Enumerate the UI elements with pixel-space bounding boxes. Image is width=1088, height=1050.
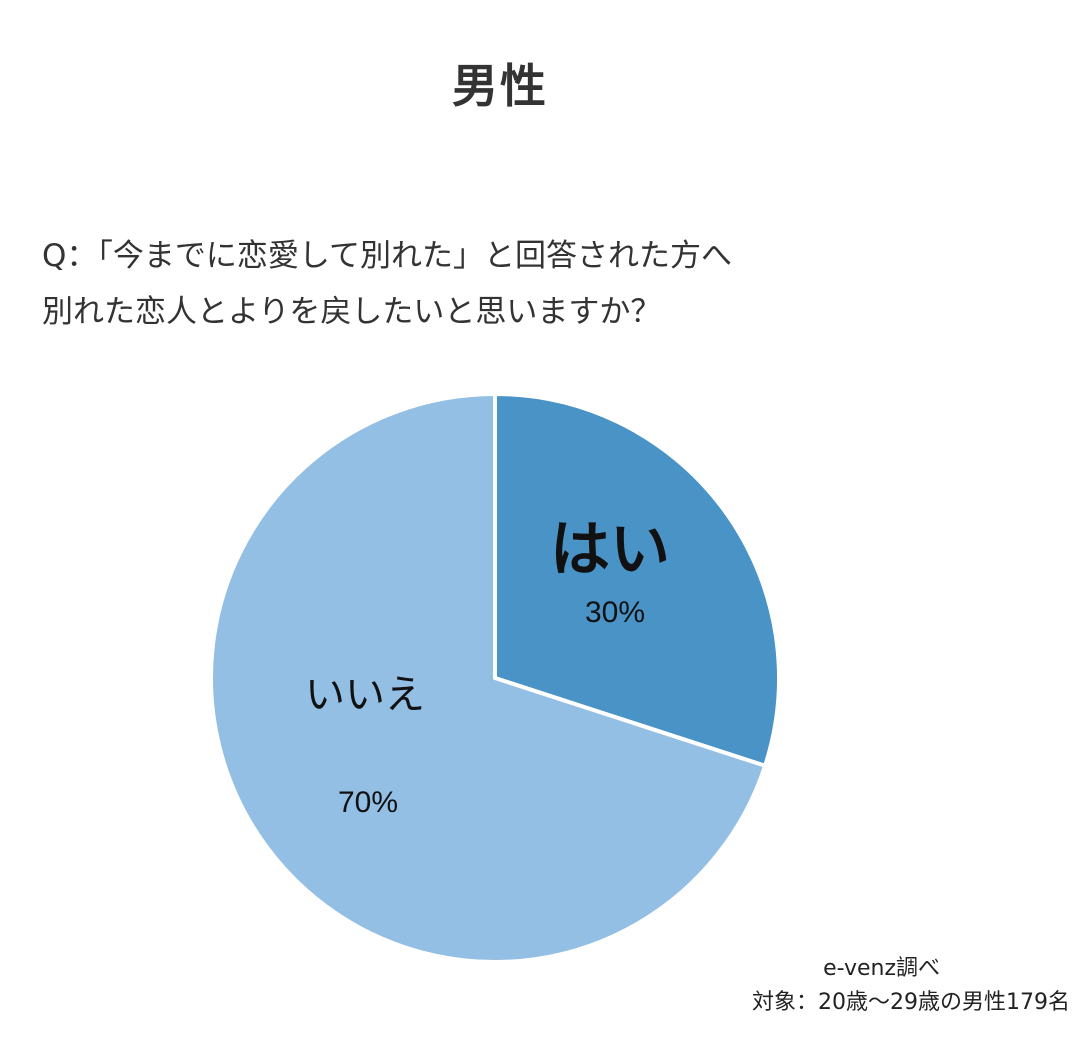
pie-slice-no — [209, 392, 768, 964]
question-text: Q：「今までに恋愛して別れた」と回答された方へ 別れた恋人とよりを戻したいと思い… — [42, 228, 1042, 340]
slice-label-no: いいえ — [305, 672, 425, 718]
credit: e-venz調べ 対象：20歳〜29歳の男性179名 — [752, 952, 1070, 1020]
chart-title: 男性 — [452, 59, 548, 113]
slice-percent-no: 70% — [338, 786, 398, 819]
question-line-2: 別れた恋人とよりを戻したいと思いますか？ — [42, 294, 662, 330]
slice-label-yes: はい — [550, 515, 670, 585]
slice-percent-yes: 30% — [585, 596, 645, 629]
credit-source: e-venz調べ — [823, 956, 940, 981]
credit-target: 対象：20歳〜29歳の男性179名 — [752, 990, 1070, 1015]
question-line-1: Q：「今までに恋愛して別れた」と回答された方へ — [42, 238, 732, 274]
pie-slice-yes — [493, 392, 781, 768]
